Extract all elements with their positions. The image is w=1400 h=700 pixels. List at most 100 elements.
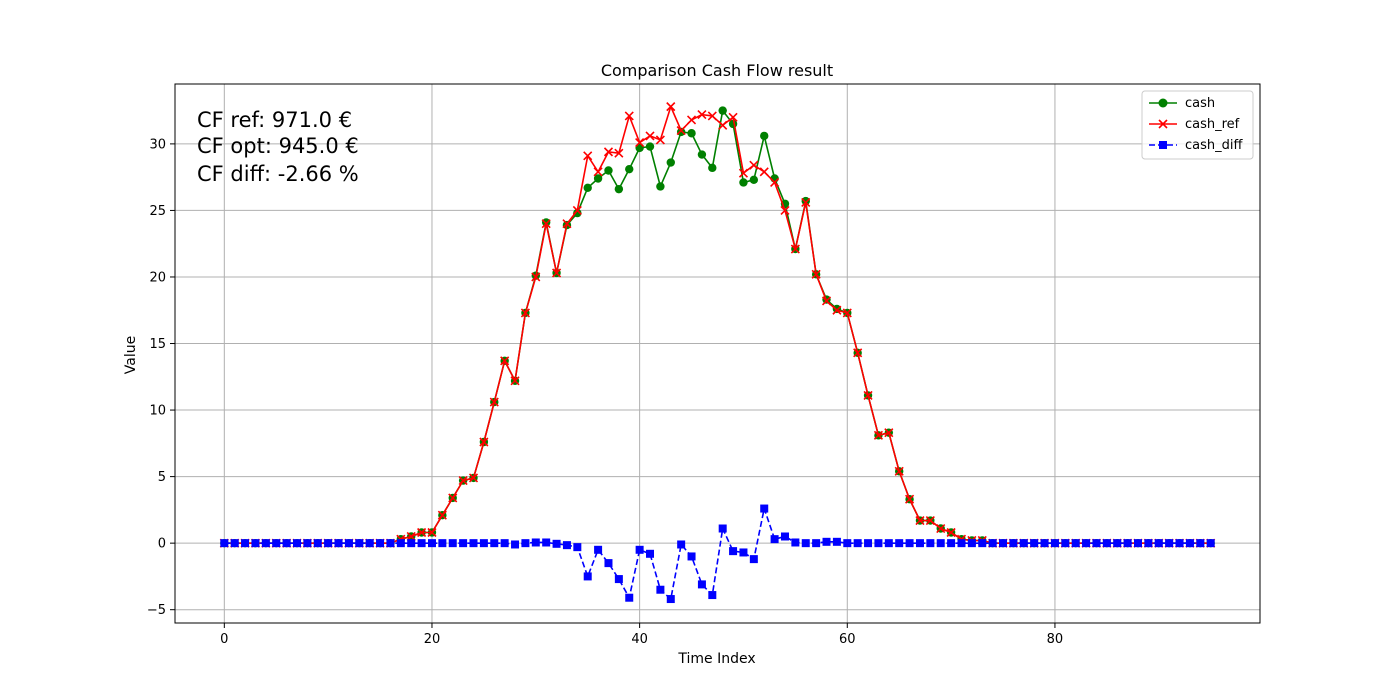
point-cash-diff <box>251 539 260 548</box>
point-cash-diff <box>625 593 634 602</box>
point-cash-diff <box>915 539 924 548</box>
x-tick-label: 40 <box>631 632 648 647</box>
point-cash-diff <box>697 580 706 589</box>
x-axis-title: Time Index <box>677 651 755 667</box>
point-cash-ref <box>572 205 582 215</box>
point-cash-diff <box>729 547 738 556</box>
point-cash-diff <box>313 539 322 548</box>
y-axis-title: Value <box>123 336 139 374</box>
point-cash-diff <box>1061 539 1070 548</box>
point-cash-diff <box>666 595 675 604</box>
point-cash-diff <box>1113 539 1122 548</box>
point-cash-ref <box>842 308 852 318</box>
point-cash-ref <box>853 348 863 358</box>
point-cash-diff <box>469 539 478 548</box>
point-cash-ref <box>603 147 614 157</box>
point-cash <box>708 163 717 173</box>
point-cash-diff <box>864 539 873 548</box>
point-cash-ref <box>468 473 479 483</box>
annotation-cf-ref: CF ref: 971.0 € <box>197 108 352 132</box>
point-cash-ref <box>635 137 645 148</box>
point-cash-diff <box>770 535 779 544</box>
point-cash-diff <box>407 539 416 548</box>
point-cash-diff <box>583 572 592 581</box>
point-cash <box>583 183 592 193</box>
series-layer <box>219 102 1216 604</box>
point-cash-diff <box>1154 539 1163 548</box>
legend-label-cash: cash <box>1185 96 1215 111</box>
point-cash-diff <box>396 539 405 548</box>
point-cash-ref <box>801 197 811 208</box>
point-cash-diff <box>801 539 810 548</box>
point-cash-diff <box>261 539 270 548</box>
series-cash-diff <box>220 504 1215 604</box>
y-tick-label: 25 <box>149 204 166 219</box>
legend-marker-cash-ref <box>1158 119 1168 129</box>
point-cash-diff <box>552 539 561 548</box>
y-tick-label: −5 <box>147 603 166 618</box>
point-cash <box>541 218 551 227</box>
point-cash-ref <box>510 376 520 386</box>
point-cash-diff <box>479 539 488 548</box>
legend-item-cash-ref: cash_ref <box>1149 117 1240 132</box>
point-cash-ref <box>946 527 956 538</box>
point-cash-diff <box>448 539 457 548</box>
point-cash-diff <box>230 539 239 548</box>
point-cash-diff <box>988 539 997 548</box>
legend-label-cash-ref: cash_ref <box>1185 117 1240 132</box>
point-cash-diff <box>760 504 769 513</box>
point-cash-ref <box>624 111 634 121</box>
point-cash-ref <box>666 102 676 112</box>
point-cash-ref <box>697 110 707 120</box>
point-cash-diff <box>365 539 374 548</box>
series-line-cash-ref <box>224 105 1211 544</box>
point-cash-diff <box>272 539 281 548</box>
point-cash-diff <box>1082 539 1091 548</box>
point-cash-diff <box>646 549 655 558</box>
point-cash <box>614 184 624 194</box>
point-cash-diff <box>822 537 831 546</box>
point-cash-diff <box>594 545 603 554</box>
point-cash-diff <box>1009 539 1018 548</box>
point-cash-diff <box>1206 539 1215 548</box>
point-cash-ref <box>749 160 759 170</box>
point-cash <box>656 182 665 191</box>
y-tick-label: 30 <box>149 137 166 152</box>
point-cash-ref <box>718 120 728 130</box>
point-cash-diff <box>220 539 229 548</box>
point-cash-ref <box>759 167 769 177</box>
point-cash-diff <box>500 539 509 548</box>
point-cash-diff <box>832 537 841 546</box>
point-cash-ref <box>676 126 686 136</box>
point-cash-diff <box>926 539 935 548</box>
point-cash-diff <box>718 524 727 533</box>
point-cash <box>687 129 696 138</box>
point-cash-ref <box>655 135 665 145</box>
point-cash-ref <box>417 527 427 538</box>
point-cash-ref <box>863 390 873 400</box>
x-tick-label: 20 <box>424 632 441 647</box>
series-cash-ref <box>219 102 1216 548</box>
point-cash-diff <box>656 585 665 594</box>
point-cash-ref <box>686 115 697 125</box>
point-cash-diff <box>999 539 1008 548</box>
y-tick-label: 0 <box>158 537 166 552</box>
point-cash-diff <box>324 539 333 548</box>
point-cash <box>573 208 582 218</box>
point-cash-diff <box>292 539 301 548</box>
point-cash-diff <box>708 591 717 600</box>
annotation-cf-diff: CF diff: -2.66 % <box>197 162 359 186</box>
point-cash-ref <box>531 272 541 282</box>
point-cash-diff <box>614 575 623 584</box>
point-cash-ref <box>645 131 655 141</box>
point-cash-diff <box>677 540 686 549</box>
point-cash-ref <box>790 244 800 254</box>
annotation-cf-opt: CF opt: 945.0 € <box>197 134 359 158</box>
point-cash-diff <box>542 538 551 547</box>
point-cash-ref <box>873 430 883 440</box>
point-cash-diff <box>895 539 904 548</box>
point-cash-diff <box>812 539 821 548</box>
legend-item-cash: cash <box>1149 96 1215 111</box>
point-cash-diff <box>1030 539 1039 548</box>
